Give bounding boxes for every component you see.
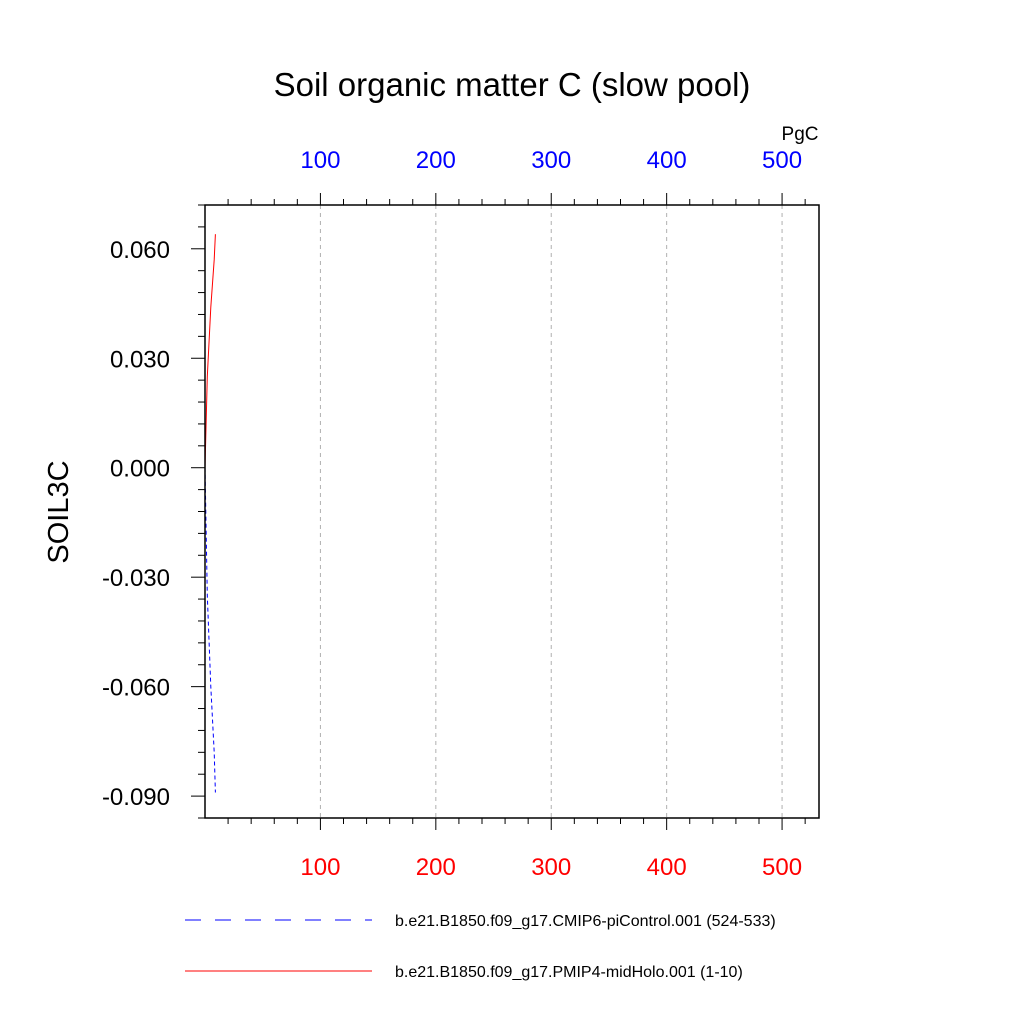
y-tick-label: 0.030 — [110, 346, 170, 373]
x-top-tick-label: 200 — [416, 147, 456, 174]
y-tick-label: -0.030 — [102, 565, 170, 592]
y-tick-labels: 0.060 0.030 0.000 -0.030 -0.060 -0.090 — [102, 237, 170, 811]
y-tick-label: 0.060 — [110, 237, 170, 264]
x-top-tick-label: 300 — [531, 147, 571, 174]
y-axis-label: SOIL3C — [43, 460, 75, 563]
x-bottom-tick-label: 200 — [416, 854, 456, 881]
x-top-tick-label: 400 — [647, 147, 687, 174]
legend: b.e21.B1850.f09_g17.CMIP6-piControl.001 … — [185, 913, 776, 981]
x-top-tick-labels: 100 200 300 400 500 — [300, 147, 802, 174]
x-axis-units: PgC — [782, 124, 819, 145]
legend-label-picontrol: b.e21.B1850.f09_g17.CMIP6-piControl.001 … — [395, 913, 776, 930]
minor-ticks — [198, 199, 806, 824]
x-top-tick-label: 100 — [300, 147, 340, 174]
y-tick-label: 0.000 — [110, 456, 170, 483]
x-top-tick-label: 500 — [762, 147, 802, 174]
grid-lines — [319, 205, 783, 818]
x-bottom-tick-label: 300 — [531, 854, 571, 881]
x-bottom-tick-label: 400 — [647, 854, 687, 881]
y-tick-label: -0.060 — [102, 675, 170, 702]
x-bottom-tick-labels: 100 200 300 400 500 — [300, 854, 802, 881]
series-layer — [204, 234, 216, 793]
x-bottom-tick-label: 100 — [300, 854, 340, 881]
series-line-0 — [204, 467, 216, 793]
plot-frame — [204, 204, 820, 819]
series-line-1 — [204, 234, 216, 468]
y-tick-label: -0.090 — [102, 784, 170, 811]
legend-label-midholo: b.e21.B1850.f09_g17.PMIP4-midHolo.001 (1… — [395, 964, 743, 981]
chart-title: Soil organic matter C (slow pool) — [274, 66, 751, 103]
x-bottom-tick-label: 500 — [762, 854, 802, 881]
major-ticks — [191, 193, 783, 830]
